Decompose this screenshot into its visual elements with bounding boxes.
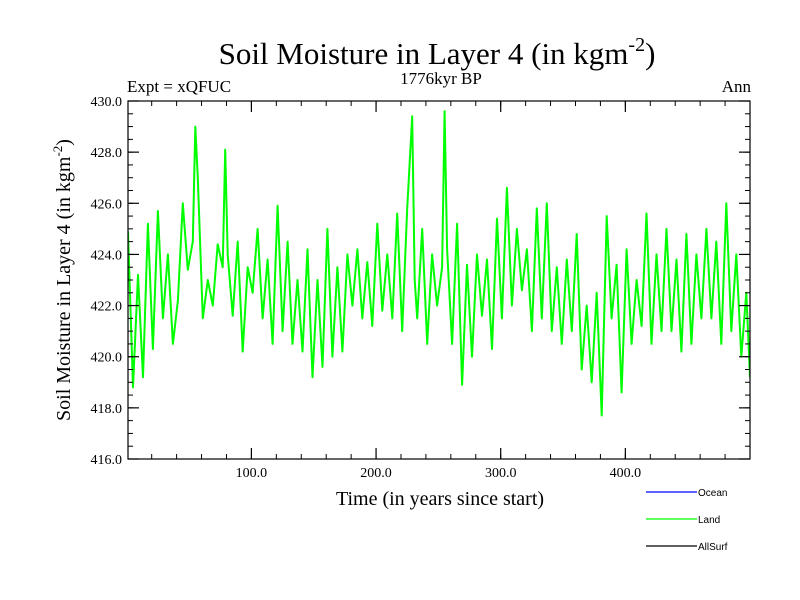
y-tick-label: 422.0 [91, 300, 123, 315]
x-tick-label: 200.0 [360, 466, 392, 481]
x-tick-label: 100.0 [236, 466, 268, 481]
y-tick-label: 418.0 [91, 402, 123, 417]
chart-title-text: Soil Moisture in Layer 4 (in kgm [219, 36, 629, 71]
subtitle-experiment: Expt = xQFUC [127, 77, 231, 96]
series-line-land [128, 110, 750, 417]
x-tick-label: 300.0 [485, 466, 517, 481]
subtitle-season: Ann [722, 77, 752, 96]
chart-title-close: ) [645, 36, 655, 71]
legend-label-ocean: Ocean [698, 488, 727, 499]
y-axis-label: Soil Moisture in Layer 4 (in kgm-2) [50, 139, 75, 421]
y-tick-label: 416.0 [91, 453, 123, 468]
y-tick-label: 428.0 [91, 146, 123, 161]
line-series-clip-group [128, 110, 750, 417]
y-tick-label: 426.0 [91, 197, 123, 212]
x-tick-label: 400.0 [610, 466, 642, 481]
legend-label-allsurf: AllSurf [698, 542, 728, 553]
y-axis-label-close: ) [53, 139, 75, 146]
chart-title-superscript: -2 [628, 34, 645, 56]
y-tick-label: 420.0 [91, 351, 123, 366]
y-axis-label-text: Soil Moisture in Layer 4 (in kgm [53, 156, 75, 421]
legend-label-land: Land [698, 515, 720, 526]
legend: Ocean Land AllSurf [646, 488, 728, 553]
subtitle-period: 1776kyr BP [400, 69, 482, 88]
chart-title: Soil Moisture in Layer 4 (in kgm-2) [219, 34, 656, 71]
y-tick-label: 430.0 [91, 95, 123, 110]
y-axis-label-superscript: -2 [50, 146, 65, 157]
x-axis-label: Time (in years since start) [336, 488, 544, 510]
plot-frame [127, 100, 751, 460]
axes: 416.0 418.0 420.0 422.0 424.0 426.0 428.0 430.0… [91, 95, 750, 481]
y-tick-label: 424.0 [91, 248, 123, 263]
